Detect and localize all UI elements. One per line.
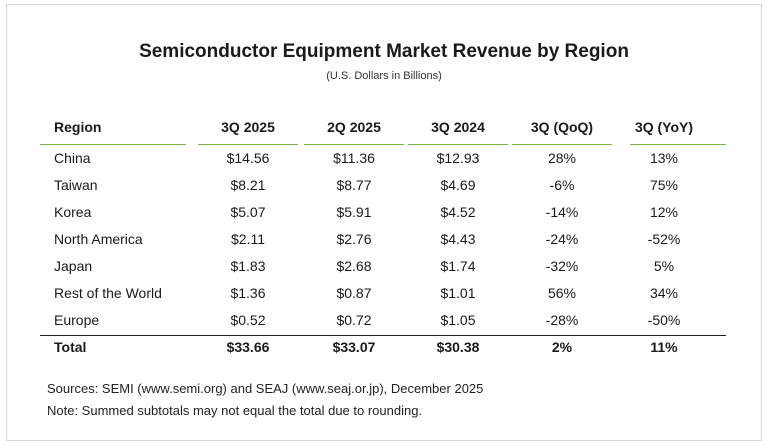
- table-cell-region: North America: [54, 231, 143, 247]
- header-rule-yoy: [630, 144, 726, 145]
- total-cell-yoy: 11%: [650, 339, 678, 355]
- header-rule-qoq: [512, 144, 612, 145]
- table-cell-qoq: -14%: [545, 204, 579, 220]
- chart-subtitle: (U.S. Dollars in Billions): [326, 70, 442, 82]
- column-header-region: Region: [54, 119, 102, 135]
- column-header-yoy: 3Q (YoY): [634, 119, 694, 135]
- table-cell-yoy: 12%: [649, 204, 679, 220]
- table-cell-3q-2025: $0.52: [230, 312, 266, 328]
- table-cell-region: China: [54, 150, 91, 166]
- column-header-3q-2025: 3Q 2025: [221, 119, 275, 135]
- table-cell-qoq: 56%: [547, 285, 577, 301]
- table-cell-3q-2024: $1.01: [440, 285, 476, 301]
- table-cell-region: Europe: [54, 312, 100, 328]
- total-cell-3q-2024: $30.38: [436, 339, 480, 355]
- chart-frame: [6, 4, 762, 441]
- table-cell-3q-2025: $1.83: [230, 258, 266, 274]
- table-cell-3q-2024: $4.43: [440, 231, 476, 247]
- column-header-3q-2024: 3Q 2024: [431, 119, 485, 135]
- header-rule-3q-2025: [198, 144, 298, 145]
- header-rule-region: [40, 144, 186, 145]
- chart-title: Semiconductor Equipment Market Revenue b…: [139, 41, 629, 62]
- sources-text: Sources: SEMI (www.semi.org) and SEAJ (w…: [47, 381, 484, 396]
- table-cell-qoq: 28%: [547, 150, 577, 166]
- table-cell-yoy: -52%: [647, 231, 681, 247]
- table-cell-3q-2025: $5.07: [230, 204, 266, 220]
- table-cell-qoq: -24%: [545, 231, 579, 247]
- table-cell-2q-2025: $0.72: [336, 312, 372, 328]
- table-cell-region: Japan: [54, 258, 93, 274]
- table-cell-3q-2025: $14.56: [226, 150, 270, 166]
- table-cell-3q-2025: $2.11: [231, 231, 265, 247]
- table-cell-3q-2024: $1.05: [440, 312, 476, 328]
- column-header-qoq: 3Q (QoQ): [530, 119, 594, 135]
- total-cell-3q-2025: $33.66: [226, 339, 270, 355]
- table-cell-yoy: 5%: [653, 258, 675, 274]
- table-cell-3q-2024: $4.52: [440, 204, 476, 220]
- table-cell-region: Korea: [54, 204, 92, 220]
- table-cell-2q-2025: $8.77: [336, 177, 372, 193]
- header-rule-2q-2025: [304, 144, 404, 145]
- table-cell-2q-2025: $11.36: [333, 150, 375, 166]
- table-cell-yoy: 13%: [649, 150, 679, 166]
- total-rule: [40, 335, 726, 336]
- table-cell-region: Rest of the World: [54, 285, 162, 301]
- total-cell-2q-2025: $33.07: [332, 339, 376, 355]
- total-cell-region: Total: [54, 339, 87, 355]
- table-cell-3q-2024: $1.74: [440, 258, 476, 274]
- table-cell-3q-2025: $1.36: [230, 285, 266, 301]
- table-cell-3q-2024: $12.93: [436, 150, 480, 166]
- note-text: Note: Summed subtotals may not equal the…: [47, 403, 423, 418]
- table-cell-yoy: -50%: [647, 312, 681, 328]
- table-cell-yoy: 34%: [649, 285, 679, 301]
- table-cell-qoq: -32%: [545, 258, 579, 274]
- table-cell-2q-2025: $5.91: [336, 204, 372, 220]
- table-cell-region: Taiwan: [54, 177, 98, 193]
- table-cell-2q-2025: $2.76: [336, 231, 372, 247]
- column-header-2q-2025: 2Q 2025: [327, 119, 381, 135]
- table-cell-qoq: -6%: [549, 177, 575, 193]
- total-cell-qoq: 2%: [551, 339, 573, 355]
- table-cell-yoy: 75%: [649, 177, 679, 193]
- table-cell-3q-2024: $4.69: [440, 177, 476, 193]
- table-cell-2q-2025: $2.68: [336, 258, 372, 274]
- table-cell-2q-2025: $0.87: [336, 285, 372, 301]
- table-cell-qoq: -28%: [545, 312, 579, 328]
- table-cell-3q-2025: $8.21: [230, 177, 266, 193]
- header-rule-3q-2024: [408, 144, 508, 145]
